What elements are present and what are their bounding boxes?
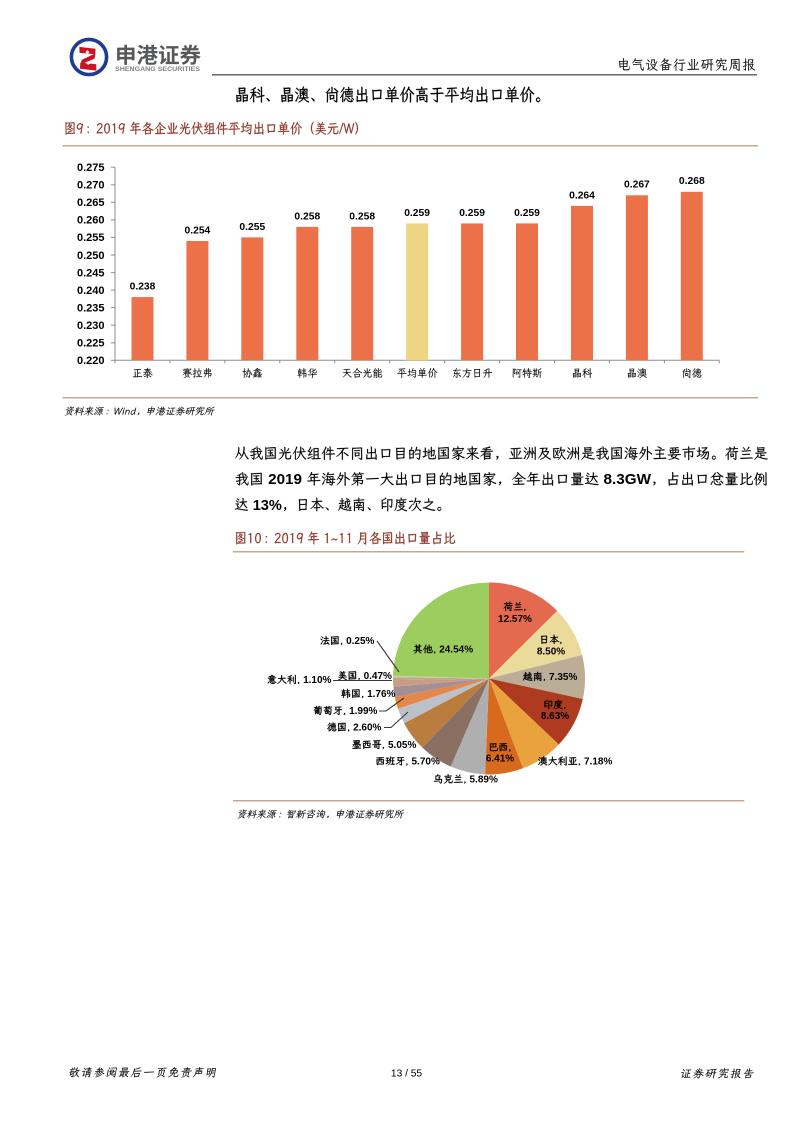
svg-text:12.57%: 12.57% [498, 614, 532, 625]
svg-text:0.267: 0.267 [624, 180, 650, 191]
svg-text:SHENGANG SECURITIES: SHENGANG SECURITIES [115, 66, 200, 73]
svg-text:0.268: 0.268 [679, 176, 705, 187]
svg-text:13%: 13% [253, 498, 282, 514]
svg-text:0.255: 0.255 [239, 222, 265, 233]
svg-text:0.235: 0.235 [77, 302, 105, 314]
svg-text:0.270: 0.270 [77, 180, 105, 192]
svg-text:0.260: 0.260 [77, 215, 105, 227]
svg-text:0.258: 0.258 [349, 211, 375, 222]
svg-text:2019: 2019 [268, 472, 302, 488]
svg-text:0.230: 0.230 [77, 320, 105, 332]
svg-text:0.25%: 0.25% [346, 636, 374, 647]
svg-text:8.50%: 8.50% [537, 647, 565, 658]
svg-text:8.3GW: 8.3GW [604, 472, 652, 488]
svg-text:0.255: 0.255 [77, 232, 105, 244]
svg-text:7.35%: 7.35% [549, 672, 577, 683]
svg-text:0.264: 0.264 [569, 190, 595, 201]
svg-text:0.259: 0.259 [459, 208, 485, 219]
svg-text:24.54%: 24.54% [439, 645, 473, 656]
svg-text:0.220: 0.220 [77, 355, 105, 367]
svg-text:0.259: 0.259 [404, 208, 430, 219]
svg-text:7.18%: 7.18% [584, 757, 612, 768]
svg-text:0.225: 0.225 [77, 338, 105, 350]
svg-text:0.258: 0.258 [294, 211, 320, 222]
svg-text:5.70%: 5.70% [412, 757, 440, 768]
svg-text:0.240: 0.240 [77, 285, 105, 297]
svg-text:0.47%: 0.47% [364, 671, 392, 682]
svg-text:5.89%: 5.89% [470, 775, 498, 786]
svg-text:0.265: 0.265 [77, 197, 105, 209]
svg-text:6.41%: 6.41% [486, 754, 514, 765]
svg-text:0.238: 0.238 [130, 282, 156, 293]
svg-text:8.63%: 8.63% [541, 711, 569, 722]
svg-text:0.259: 0.259 [514, 208, 540, 219]
svg-text:0.245: 0.245 [77, 267, 105, 279]
svg-text:1.76%: 1.76% [367, 689, 395, 700]
svg-text:1.99%: 1.99% [349, 706, 377, 717]
svg-text:1.10%: 1.10% [303, 675, 331, 686]
svg-text:0.254: 0.254 [185, 225, 211, 236]
svg-text:13 / 55: 13 / 55 [391, 1068, 422, 1079]
svg-text:2.60%: 2.60% [353, 723, 381, 734]
svg-text:0.250: 0.250 [77, 250, 105, 262]
svg-text:5.05%: 5.05% [388, 740, 416, 751]
svg-text:0.275: 0.275 [77, 162, 105, 174]
